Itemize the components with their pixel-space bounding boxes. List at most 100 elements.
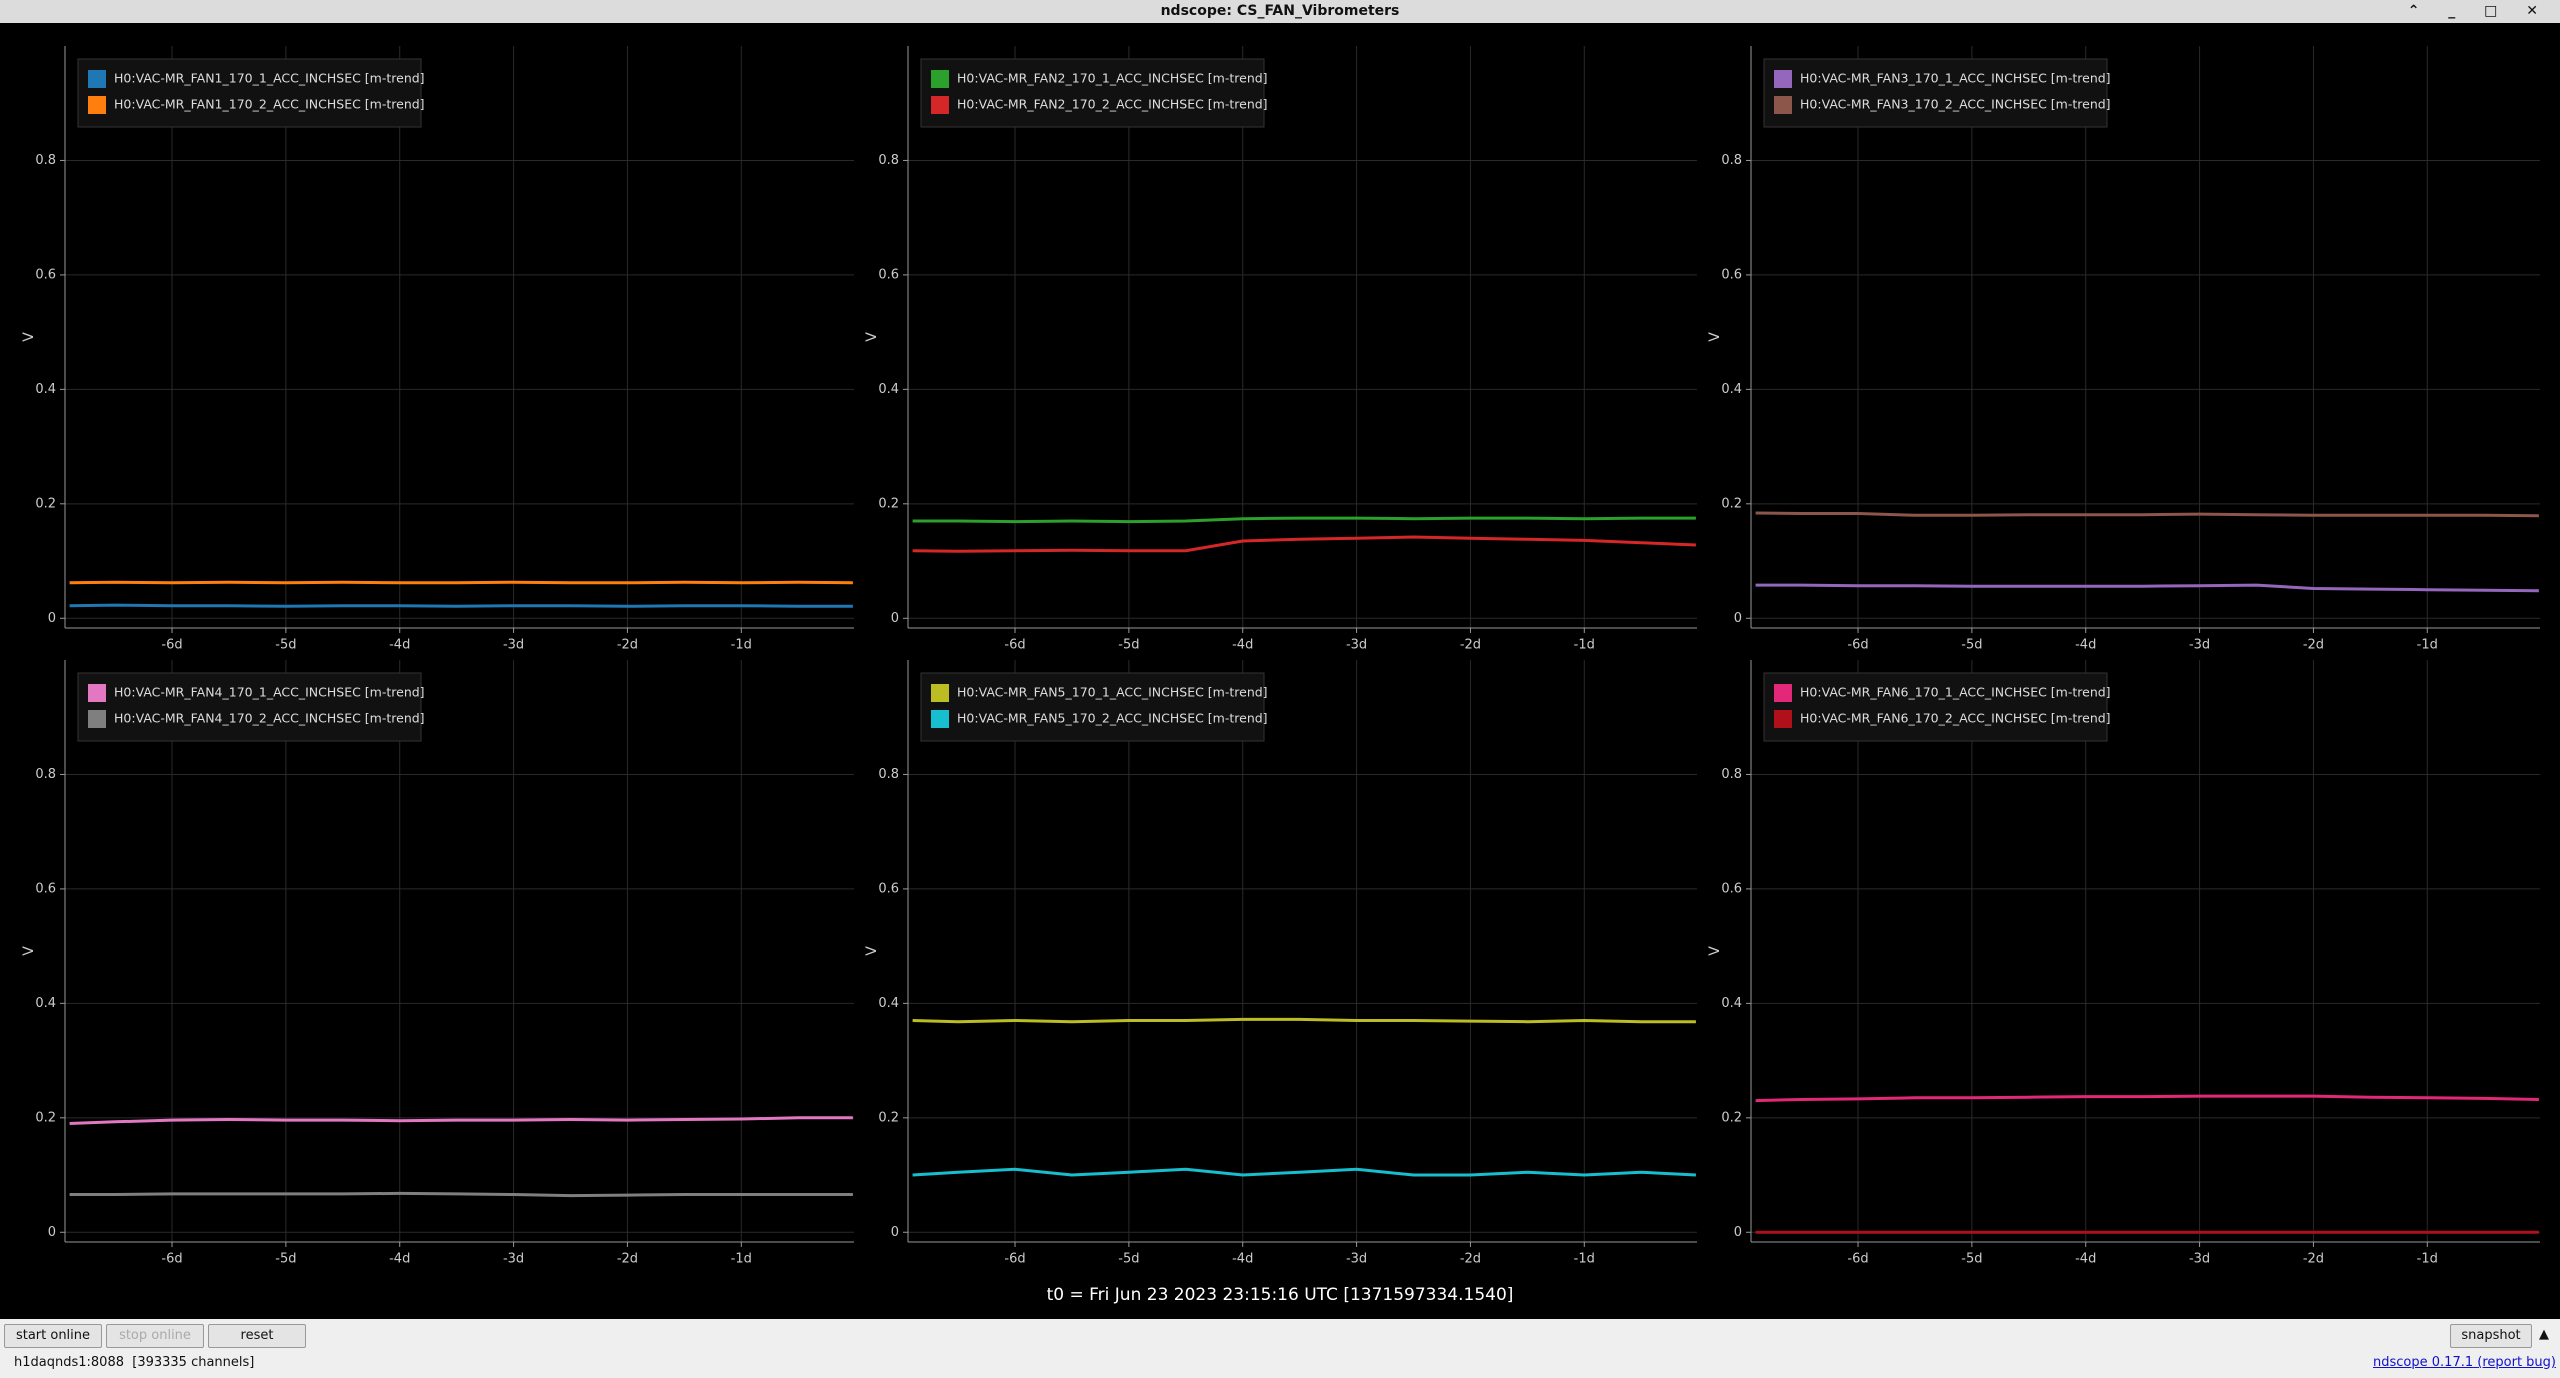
y-tick-label: 0.6 [878,267,899,282]
y-axis-label: V [864,946,880,956]
x-tick-label: -4d [2075,638,2096,653]
y-tick-label: 0.4 [878,996,899,1011]
background [0,23,2560,1319]
x-tick-label: -3d [1346,638,1367,653]
x-tick-label: -5d [1118,1252,1139,1267]
y-tick-label: 0.6 [878,881,899,896]
y-tick-label: 0.6 [1721,267,1742,282]
legend-box [77,672,422,742]
x-tick-label: -6d [1004,1252,1025,1267]
x-tick-label: -5d [1118,638,1139,653]
x-tick-label: -5d [1961,638,1982,653]
x-tick-label: -3d [2189,1252,2210,1267]
expand-button[interactable]: ▲ [2539,1327,2549,1342]
x-tick-label: -4d [1232,1252,1253,1267]
x-tick-label: -6d [1847,638,1868,653]
y-tick-label: 0.4 [1721,382,1742,397]
start-button[interactable]: start online [4,1324,102,1348]
y-axis-label: V [1707,946,1723,956]
legend-swatch [88,96,106,114]
x-tick-label: -1d [2417,1252,2438,1267]
y-axis-label: V [21,332,37,342]
legend-swatch [1774,684,1792,702]
y-tick-label: 0.8 [878,153,899,168]
y-tick-label: 0.2 [35,1110,56,1125]
legend-swatch [1774,70,1792,88]
legend-swatch [88,710,106,728]
legend-label: H0:VAC-MR_FAN4_170_2_ACC_INCHSEC [m-tren… [114,711,425,726]
x-tick-label: -3d [2189,638,2210,653]
y-tick-label: 0 [48,1225,56,1240]
series-line [912,516,1696,524]
y-tick-label: 0.8 [35,767,56,782]
toolbar: start online stop online reset snapshot … [0,1319,2560,1378]
legend-swatch [931,710,949,728]
report-link[interactable]: (report bug) [2477,1355,2556,1370]
version-link[interactable]: ndscope 0.17.1 [2373,1355,2474,1370]
legend-box [77,58,422,128]
y-tick-label: 0.4 [35,996,56,1011]
x-tick-label: -2d [2303,1252,2324,1267]
x-tick-label: -4d [389,638,410,653]
y-tick-label: 0.8 [1721,153,1742,168]
status-text: h1daqnds1:8088 [393335 channels] [14,1355,255,1370]
x-tick-label: -2d [2303,638,2324,653]
series-line [912,1167,1696,1177]
x-tick-label: -5d [275,1252,296,1267]
legend-label: H0:VAC-MR_FAN2_170_1_ACC_INCHSEC [m-tren… [957,71,1268,86]
y-tick-label: 0 [891,611,899,626]
y-axis-label: V [21,946,37,956]
legend-label: H0:VAC-MR_FAN4_170_1_ACC_INCHSEC [m-tren… [114,685,425,700]
legend-swatch [931,684,949,702]
y-tick-label: 0.2 [1721,1110,1742,1125]
legend-label: H0:VAC-MR_FAN3_170_1_ACC_INCHSEC [m-tren… [1800,71,2111,86]
version-links: ndscope 0.17.1 (report bug) [2373,1355,2556,1370]
x-tick-label: -2d [617,1252,638,1267]
legend-box [920,58,1265,128]
window-controls[interactable]: ⌃ _ □ ✕ [2407,3,2550,19]
x-tick-label: -1d [1574,1252,1595,1267]
series-line [912,1017,1696,1024]
legend-label: H0:VAC-MR_FAN1_170_1_ACC_INCHSEC [m-tren… [114,71,425,86]
y-tick-label: 0 [1734,611,1742,626]
y-tick-label: 0.2 [878,496,899,511]
y-tick-label: 0.8 [878,767,899,782]
legend-swatch [931,96,949,114]
x-tick-label: -6d [1847,1252,1868,1267]
x-tick-label: -3d [1346,1252,1367,1267]
title-bar: ndscope: CS_FAN_Vibrometers ⌃ _ □ ✕ [0,0,2560,23]
legend-swatch [1774,710,1792,728]
legend-label: H0:VAC-MR_FAN1_170_2_ACC_INCHSEC [m-tren… [114,97,425,112]
series-line [1755,583,2539,593]
legend-label: H0:VAC-MR_FAN6_170_2_ACC_INCHSEC [m-tren… [1800,711,2111,726]
x-tick-label: -6d [161,1252,182,1267]
legend-swatch [88,684,106,702]
series-line [1755,511,2539,518]
series-line [1755,1094,2539,1103]
y-tick-label: 0 [891,1225,899,1240]
legend-box [920,672,1265,742]
y-tick-label: 0.4 [35,382,56,397]
series-line [69,580,853,585]
x-tick-label: -3d [503,1252,524,1267]
x-tick-label: -1d [731,1252,752,1267]
reset-button[interactable]: reset [208,1324,306,1348]
window-title: ndscope: CS_FAN_Vibrometers [1160,3,1400,19]
x-tick-label: -1d [2417,638,2438,653]
series-line [69,1191,853,1198]
legend-label: H0:VAC-MR_FAN3_170_2_ACC_INCHSEC [m-tren… [1800,97,2111,112]
legend-swatch [88,70,106,88]
series-line [69,1116,853,1125]
legend-label: H0:VAC-MR_FAN2_170_2_ACC_INCHSEC [m-tren… [957,97,1268,112]
snapshot-button[interactable]: snapshot [2450,1324,2532,1348]
y-tick-label: 0 [48,611,56,626]
y-tick-label: 0.6 [35,267,56,282]
x-tick-label: -5d [275,638,296,653]
stop-button: stop online [106,1324,204,1348]
y-tick-label: 0 [1734,1225,1742,1240]
x-tick-label: -6d [161,638,182,653]
x-tick-label: -2d [1460,1252,1481,1267]
y-axis-label: V [1707,332,1723,342]
y-tick-label: 0.4 [878,382,899,397]
